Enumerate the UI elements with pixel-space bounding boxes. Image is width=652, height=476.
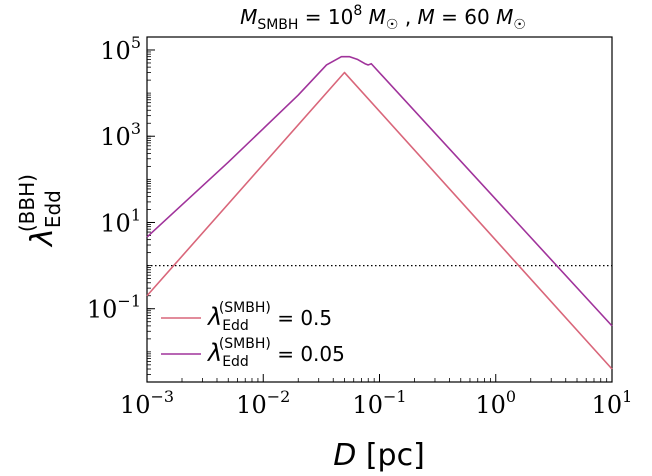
y-minor-ticks [147, 49, 151, 375]
y-axis-label: λEdd(BBH) [15, 174, 65, 248]
x-axis-label: D [pc] [333, 438, 425, 473]
series-lines [146, 55, 613, 370]
y-tick-label: 10−1 [87, 292, 141, 324]
x-tick-label: 101 [592, 387, 633, 419]
y-axis: 10−1 101 103 105 [87, 33, 155, 324]
x-tick-label: 10−2 [236, 387, 290, 419]
legend: λEdd(SMBH) = 0.5 λEdd(SMBH) = 0.05 [161, 300, 345, 370]
plot-area [146, 36, 613, 383]
y-tick-label: 103 [100, 119, 141, 151]
x-tick-label: 100 [475, 387, 516, 419]
x-tick-label: 10−3 [120, 387, 174, 419]
x-tick-label: 10−1 [352, 387, 406, 419]
legend-label-series-1: λEdd(SMBH) = 0.5 [206, 300, 332, 334]
x-axis: 10−3 10−2 10−1 100 101 [120, 374, 632, 419]
chart-title: MSMBH = 108 M☉ , M = 60 M☉ [240, 3, 526, 33]
x-minor-ticks [181, 378, 608, 382]
series-line-1 [146, 71, 613, 370]
legend-label-series-2: λEdd(SMBH) = 0.05 [206, 336, 345, 370]
y-tick-label: 101 [100, 205, 141, 237]
series-line-2 [146, 55, 613, 327]
y-tick-label: 105 [100, 33, 141, 65]
